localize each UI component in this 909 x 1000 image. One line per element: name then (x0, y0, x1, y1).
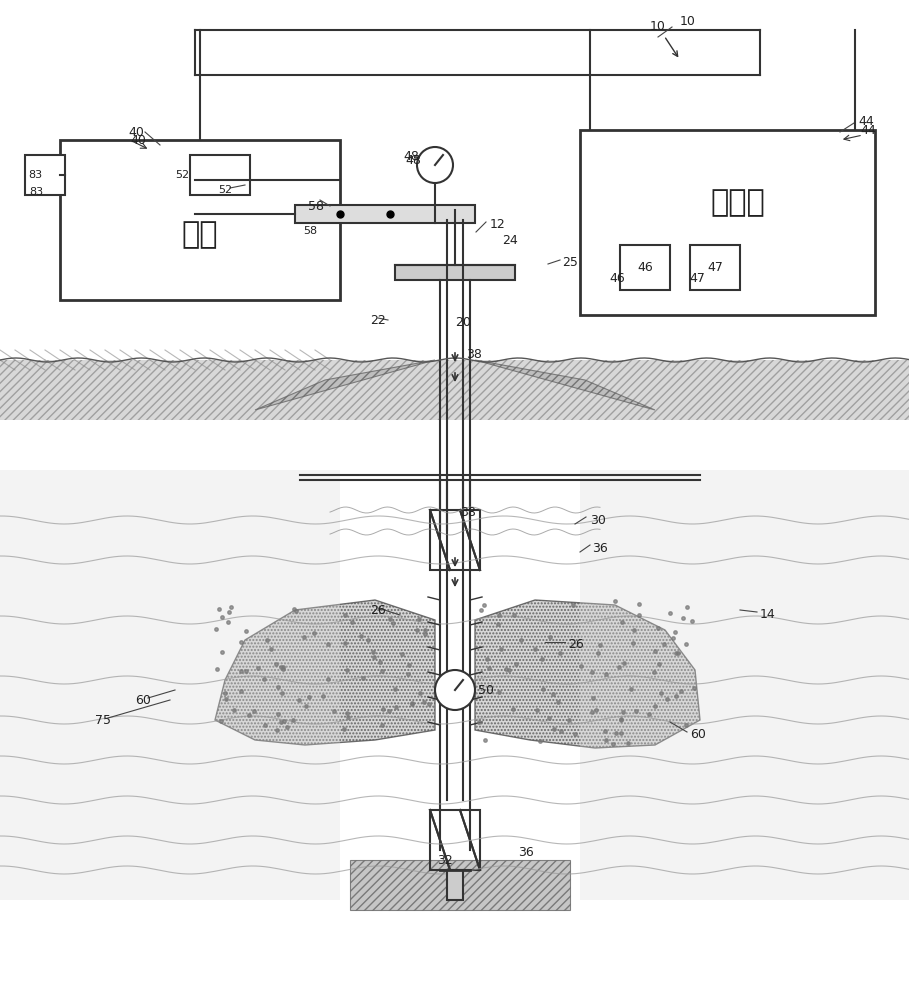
Text: 48: 48 (403, 150, 419, 163)
Text: 25: 25 (562, 256, 578, 269)
Text: 24: 24 (502, 233, 518, 246)
Text: 40: 40 (130, 133, 145, 146)
Bar (620, 245, 670, 290)
Text: 26: 26 (568, 639, 584, 652)
Polygon shape (255, 360, 435, 410)
Text: 47: 47 (707, 261, 723, 274)
Bar (60, 140, 340, 300)
Text: 22: 22 (370, 314, 385, 326)
Text: 38: 38 (460, 506, 476, 518)
Bar (0, 470, 340, 900)
Bar (350, 860, 570, 910)
Text: 83: 83 (29, 187, 43, 197)
Text: 仪器车: 仪器车 (710, 188, 764, 217)
Text: 75: 75 (95, 714, 111, 726)
Polygon shape (215, 600, 435, 745)
Text: 30: 30 (590, 514, 606, 526)
Text: 泵车: 泵车 (182, 221, 218, 249)
Text: 47: 47 (689, 271, 705, 284)
Bar (295, 205, 475, 223)
Text: 58: 58 (308, 200, 324, 213)
Bar (580, 470, 909, 900)
Text: 52: 52 (218, 185, 232, 195)
Text: 38: 38 (466, 349, 482, 361)
Bar (430, 510, 480, 570)
Bar (395, 265, 515, 280)
Bar (690, 245, 740, 290)
Text: 20: 20 (455, 316, 471, 328)
Polygon shape (475, 360, 655, 410)
Text: 52: 52 (175, 170, 189, 180)
Polygon shape (475, 600, 700, 748)
Bar (0, 360, 909, 420)
Text: 83: 83 (28, 170, 42, 180)
Bar (447, 870, 463, 900)
Text: 60: 60 (690, 728, 706, 742)
Text: 50: 50 (478, 684, 494, 696)
Text: 32: 32 (437, 854, 453, 866)
Bar (190, 155, 250, 195)
Text: 12: 12 (490, 219, 505, 232)
Text: 44: 44 (860, 123, 875, 136)
Bar (430, 810, 480, 870)
Text: 44: 44 (858, 115, 874, 128)
Text: 58: 58 (303, 226, 317, 236)
Text: 14: 14 (760, 608, 775, 621)
Text: 10: 10 (680, 15, 696, 28)
Text: 40: 40 (128, 125, 144, 138)
Text: 46: 46 (609, 271, 624, 284)
Circle shape (417, 147, 453, 183)
Bar (25, 155, 65, 195)
Text: 48: 48 (405, 153, 421, 166)
Text: 46: 46 (637, 261, 653, 274)
Text: 26: 26 (370, 603, 385, 616)
Text: 10: 10 (650, 20, 677, 56)
Text: 60: 60 (135, 694, 151, 706)
Circle shape (435, 670, 475, 710)
Text: 36: 36 (592, 542, 608, 554)
Text: 36: 36 (518, 846, 534, 858)
Bar (580, 130, 875, 315)
